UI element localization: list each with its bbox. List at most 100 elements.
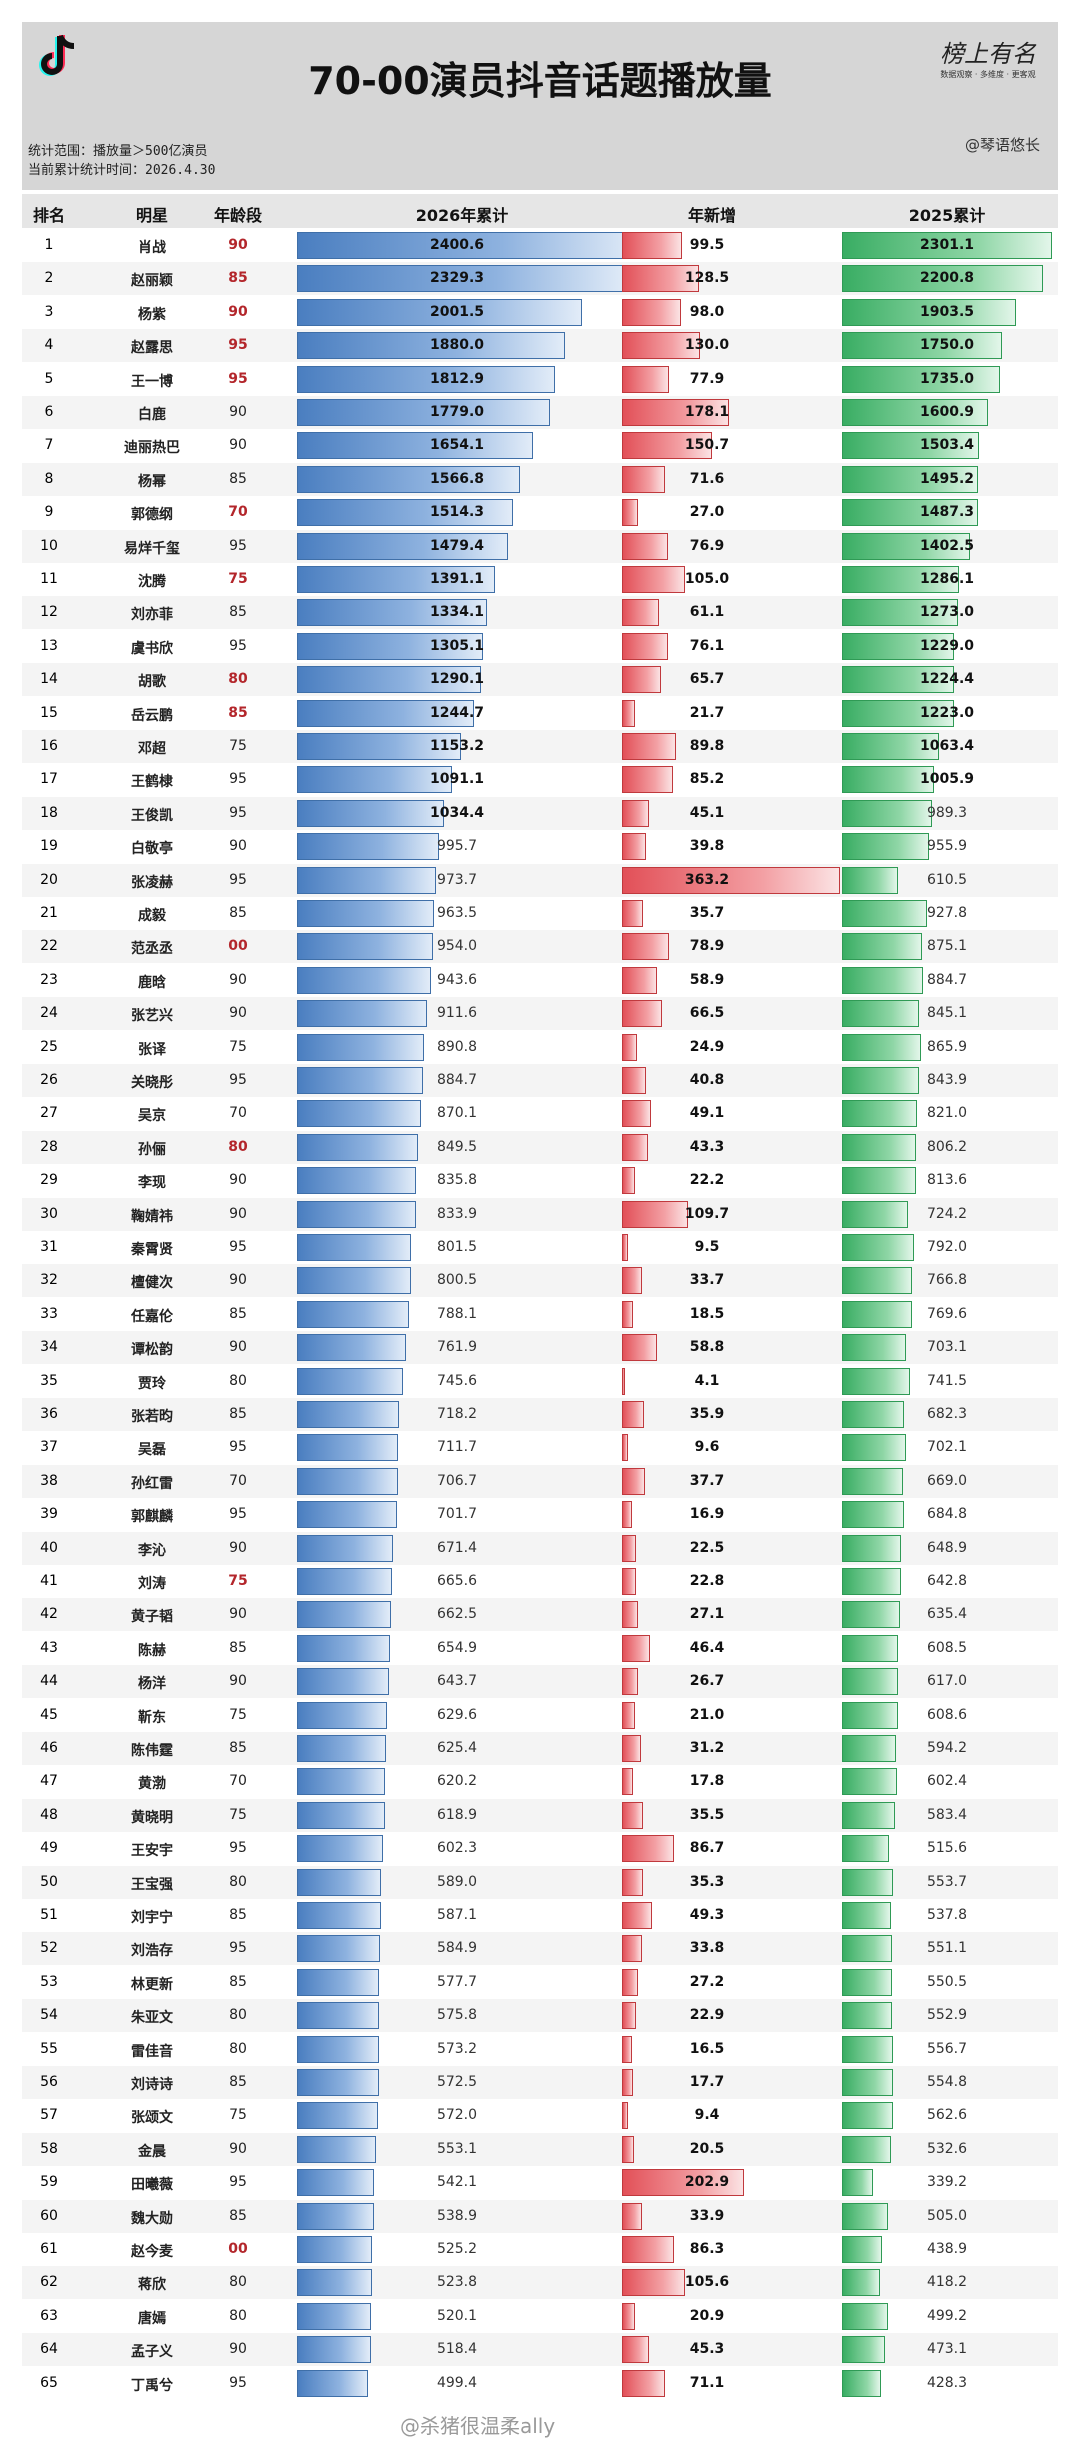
bar-2025 <box>842 1801 896 1829</box>
value-2025: 562.6 <box>926 2107 968 2124</box>
value-2026: 618.9 <box>436 1806 478 1823</box>
value-2026: 1479.4 <box>429 537 485 554</box>
name-cell: 刘涛 <box>138 1576 166 1592</box>
age-cell: 80 <box>229 1873 247 1890</box>
rank-cell: 44 <box>40 1673 58 1690</box>
bar-new <box>622 2069 633 2096</box>
value-new: 89.8 <box>689 738 725 754</box>
bar-2026 <box>297 799 445 827</box>
bar-2025 <box>842 265 1043 293</box>
value-2026: 761.9 <box>436 1339 478 1356</box>
rank-cell: 49 <box>40 1840 58 1857</box>
value-2025: 702.1 <box>926 1439 968 1456</box>
table-row: 5 王一博 95 1812.9 77.9 1735.0 <box>22 363 1058 396</box>
bar-2026 <box>297 2269 372 2297</box>
value-new: 78.9 <box>689 938 725 955</box>
bar-new <box>622 1568 636 1595</box>
col-header-new: 年新增 <box>687 206 736 225</box>
name-cell: 张若昀 <box>131 1409 173 1425</box>
name-cell: 吴京 <box>138 1108 166 1125</box>
bar-new <box>622 933 670 961</box>
name-cell: 赵丽颖 <box>131 273 173 290</box>
value-2025: 1903.5 <box>919 303 975 320</box>
table-row: 2 赵丽颖 85 2329.3 128.5 2200.8 <box>22 262 1058 296</box>
rank-cell: 4 <box>44 337 54 354</box>
bar-2026 <box>297 1601 392 1629</box>
bar-new <box>622 465 665 493</box>
bar-2025 <box>842 900 927 927</box>
value-new: 22.8 <box>689 1573 725 1589</box>
value-2025: 553.7 <box>926 1873 968 1890</box>
age-cell: 95 <box>229 1840 247 1857</box>
bar-2025 <box>842 1735 897 1762</box>
bar-2025 <box>842 365 1001 393</box>
rank-cell: 57 <box>40 2107 58 2124</box>
value-2026: 1334.1 <box>429 604 485 621</box>
rank-cell: 21 <box>40 905 58 921</box>
chart-frame: 70-00演员抖音话题播放量 统计范围：播放量＞500亿演员 当前累计统计时间：… <box>22 22 1058 2442</box>
bar-2026 <box>297 1868 381 1896</box>
table-row: 64 孟子义 90 518.4 45.3 473.1 <box>22 2333 1058 2367</box>
value-2026: 1091.1 <box>429 771 485 788</box>
value-2025: 955.9 <box>926 838 968 855</box>
value-2025: 428.3 <box>926 2374 968 2391</box>
rank-cell: 59 <box>40 2174 58 2191</box>
bar-new <box>622 2369 665 2397</box>
table-row: 12 刘亦菲 85 1334.1 61.1 1273.0 <box>22 596 1058 630</box>
bar-new <box>622 2002 636 2030</box>
value-new: 76.9 <box>689 537 725 554</box>
age-cell: 80 <box>229 2040 247 2057</box>
age-cell: 90 <box>229 1172 247 1189</box>
value-new: 76.1 <box>689 637 725 654</box>
bar-2026 <box>297 298 583 326</box>
rank-cell: 32 <box>40 1272 58 1289</box>
value-2026: 499.4 <box>436 2374 478 2391</box>
table-row: 36 张若昀 85 718.2 35.9 682.3 <box>22 1398 1058 1431</box>
name-cell: 赵今麦 <box>131 2244 173 2260</box>
table-row: 65 丁禹兮 95 499.4 71.1 428.3 <box>22 2367 1058 2400</box>
table-row: 7 迪丽热巴 90 1654.1 150.7 1503.4 <box>22 429 1058 462</box>
value-2025: 602.4 <box>926 1773 968 1790</box>
value-new: 58.9 <box>689 971 725 988</box>
bar-2026 <box>297 632 483 660</box>
col-header-2025: 2025累计 <box>908 206 986 225</box>
value-new: 45.1 <box>689 804 725 821</box>
value-2026: 973.7 <box>436 871 478 888</box>
bar-2026 <box>297 866 436 894</box>
value-2026: 671.4 <box>436 1539 478 1556</box>
value-2025: 532.6 <box>926 2140 968 2157</box>
value-2026: 538.9 <box>436 2207 478 2224</box>
bar-2026 <box>297 1835 383 1863</box>
table-row: 53 林更新 85 577.7 27.2 550.5 <box>22 1966 1058 1999</box>
name-cell: 孙俪 <box>138 1141 166 1158</box>
age-cell: 80 <box>228 671 248 688</box>
bar-2026 <box>297 532 508 560</box>
name-cell: 朱亚文 <box>131 2010 173 2027</box>
bar-2026 <box>297 2302 372 2330</box>
value-2025: 642.8 <box>926 1573 968 1589</box>
bar-2026 <box>297 599 488 627</box>
value-2025: 515.6 <box>926 1840 968 1857</box>
value-2026: 800.5 <box>436 1272 478 1289</box>
age-cell: 95 <box>229 1439 247 1456</box>
bar-2026 <box>297 2169 375 2197</box>
age-cell: 90 <box>229 1272 247 1289</box>
value-2026: 665.6 <box>436 1573 478 1589</box>
rank-cell: 62 <box>40 2274 58 2291</box>
bar-2026 <box>297 1133 419 1161</box>
value-new: 86.3 <box>689 2241 725 2257</box>
table-row: 30 鞠婧祎 90 833.9 109.7 724.2 <box>22 1197 1058 1231</box>
name-cell: 李沁 <box>138 1542 166 1559</box>
age-cell: 85 <box>229 1973 247 1990</box>
age-cell: 85 <box>229 1907 247 1923</box>
rank-cell: 34 <box>40 1339 58 1356</box>
value-new: 27.2 <box>689 1973 725 1990</box>
value-new: 99.5 <box>689 237 725 253</box>
bar-2025 <box>842 399 989 426</box>
bar-2025 <box>842 1601 900 1629</box>
value-new: 49.1 <box>689 1105 725 1122</box>
age-cell: 00 <box>228 938 248 955</box>
name-cell: 张凌赫 <box>131 874 173 891</box>
value-new: 22.5 <box>689 1539 725 1556</box>
rank-cell: 22 <box>40 938 58 955</box>
